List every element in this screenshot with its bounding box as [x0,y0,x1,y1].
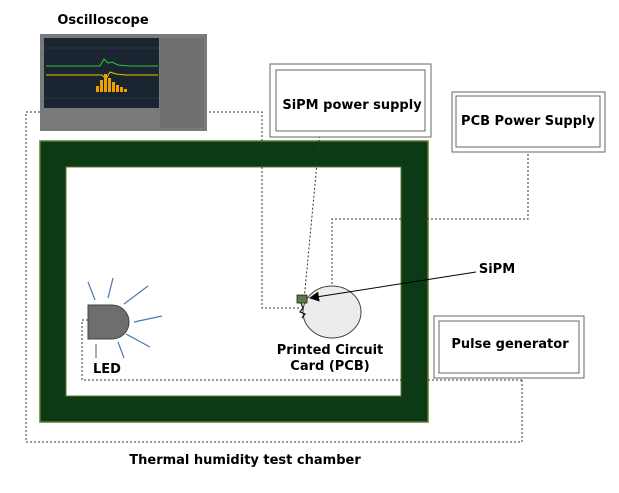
pcb-label-line1: Printed Circuit [277,343,384,358]
wire-pulse-generator-to-led [81,319,523,381]
pulse-generator: Pulse generator [433,315,585,379]
wire-scope-to-pulse-generator [25,111,523,443]
led-light-rays [87,277,163,359]
pcb-label-line2: Card (PCB) [290,359,369,374]
chamber-interior [65,166,402,397]
sipm-pins-icon [299,302,306,319]
oscilloscope-histogram [96,74,127,92]
pcb-ellipse-icon [302,285,362,339]
sipm-pointer-arrow [309,271,477,302]
pulse-generator-inner-box [438,320,580,374]
pcb-power-supply-label: PCB Power Supply [461,114,595,129]
sipm-label: SiPM [479,262,515,277]
wire-scope-to-sipm [205,111,300,309]
oscilloscope-side-panel [160,38,204,128]
chamber-label: Thermal humidity test chamber [129,453,361,468]
pulse-generator-label: Pulse generator [451,337,569,352]
sipm-power-supply-inner-box [275,69,426,132]
led: LED [87,277,163,377]
oscilloscope-screen-icon [44,38,159,108]
pcb-power-supply: PCB Power Supply [451,91,606,153]
oscilloscope-label: Oscilloscope [57,13,148,28]
pcb-power-supply-inner-box [455,95,601,148]
sipm-power-supply-label: SiPM power supply [282,98,422,113]
oscilloscope-trace-green [46,58,158,67]
led-dome-icon [87,304,130,340]
oscilloscope: Oscilloscope [40,13,207,131]
sipm-power-supply: SiPM power supply [269,63,432,138]
wire-sipm-power-to-sipm [303,131,321,301]
sipm-chip-icon [296,294,308,304]
led-label: LED [93,362,121,377]
dotted-wires [25,111,529,443]
